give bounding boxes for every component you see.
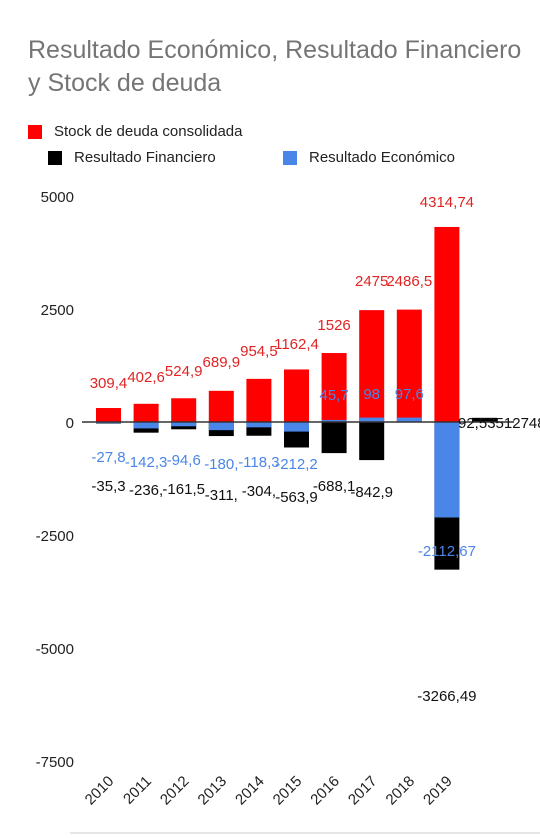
bar-economico [396,417,422,422]
bar-economico [434,422,460,518]
y-tick-label: -2500 [36,528,74,545]
bar-stock [171,398,197,422]
legend-item-economico: Resultado Económico [283,149,455,166]
chart-title: Resultado Económico, Resultado Financier… [28,36,522,97]
bar-economico [359,417,385,422]
data-label-financiero: -3266,49 [417,688,476,705]
data-label-stock: 1526 [317,317,350,334]
data-label-economico: -2112,67 [418,543,476,560]
x-tick-label: 2018 [383,773,419,809]
x-tick-label: 2014 [232,773,268,809]
data-label-stock: 689,9 [203,354,241,371]
bar-economico [284,422,309,432]
bar-stock [472,417,497,422]
bar-stock [434,226,460,422]
data-label-economico: -27,8 [91,449,125,466]
bar-stock [284,369,309,422]
data-label-financiero: -842,9 [350,484,393,501]
bar-stock [321,353,347,422]
data-label-stock: 2475 [355,273,388,290]
data-label-financiero: -688,1 [313,478,356,495]
legend-label-financiero: Resultado Financiero [74,149,216,166]
x-tick-label: 2011 [120,773,155,808]
data-label-economico: -142,3 [125,454,168,471]
data-label-financiero: -35,3 [91,478,125,495]
x-tick-label: 2010 [82,773,118,809]
data-label-financiero: -304, [242,483,276,500]
bar-stock [96,408,121,422]
y-tick-label: 0 [66,415,74,432]
legend-item-financiero: Resultado Financiero [48,149,216,166]
data-label-economico: -212,2 [275,456,318,473]
bar-economico [133,422,159,429]
data-label-economico: 45,7 [319,387,348,404]
bar-economico [208,422,234,431]
legend-swatch-stock [28,124,42,139]
legend-label-stock: Stock de deuda consolidada [54,123,243,140]
bar-economico [321,419,347,422]
y-tick-label: 2500 [41,302,74,319]
x-tick-label: 2016 [307,773,343,809]
legend-label-economico: Resultado Económico [309,149,455,166]
legend-item-stock: Stock de deuda consolidada [28,123,242,140]
x-tick-label: 2012 [157,773,193,809]
x-tick-label: 2019 [420,773,456,809]
bar-stock [133,403,159,422]
data-label-economico: 97,6 [395,386,424,403]
data-label-stock: 309,4 [90,375,128,392]
x-tick-label: 2017 [345,773,381,809]
data-label-stock: 402,6 [127,369,165,386]
data-label-financiero: -161,5 [162,481,205,498]
bar-stock [246,378,272,422]
bar-stock [208,390,234,422]
data-label-economico: -94,6 [167,452,201,469]
data-label-economico: 98 [363,386,380,403]
x-tick-label: 2013 [195,773,231,809]
data-label-stock: 4314,74 [420,194,474,211]
legend-swatch-financiero [48,150,62,165]
bar-stock [396,309,422,422]
bar-stock [359,310,385,422]
bar-economico [171,422,197,427]
data-label-economico: -180, [204,456,238,473]
data-label-financiero: -311, [205,487,238,504]
data-label-stock: 1162,4 [274,336,319,353]
divider [70,832,540,834]
data-label-stock: 92,53512748 [458,415,540,432]
data-label-stock: 954,5 [240,343,278,360]
bar-economico [246,422,272,428]
y-tick-label: -5000 [36,641,74,658]
legend-swatch-economico [283,150,297,165]
data-label-stock: 524,9 [165,363,203,380]
data-label-economico: -118,3 [238,454,279,471]
data-label-stock: 2486,5 [386,273,432,290]
bar-financiero [359,422,385,461]
y-tick-label: -7500 [36,754,74,771]
bar-financiero [321,422,347,454]
data-label-financiero: -563,9 [275,489,318,506]
data-label-financiero: -236, [129,482,163,499]
y-tick-label: 5000 [41,189,74,206]
x-tick-label: 2015 [270,773,306,809]
